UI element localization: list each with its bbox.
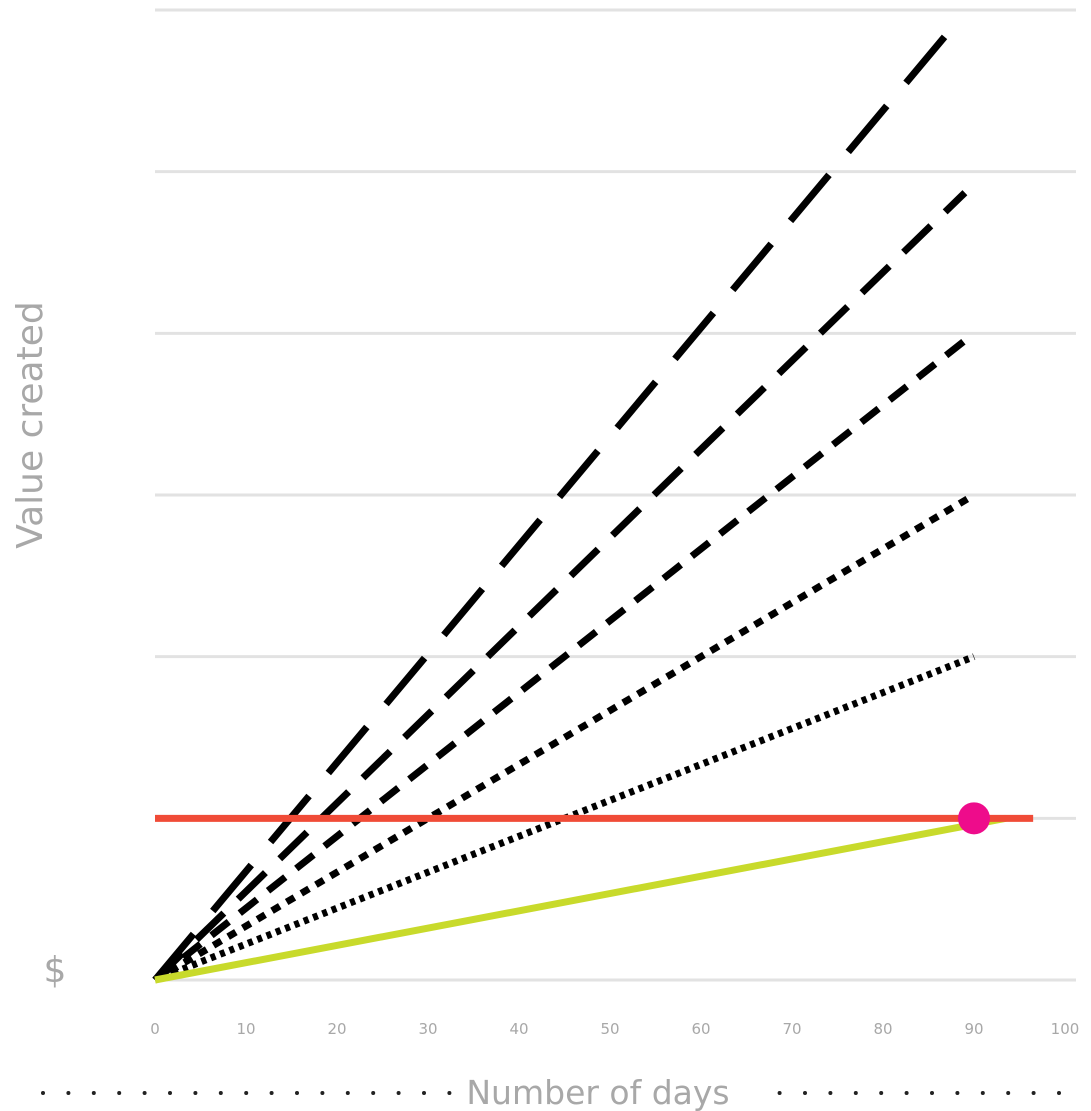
decorative-dot (803, 1091, 807, 1095)
decorative-dot (777, 1091, 782, 1095)
decorative-dot (1057, 1091, 1061, 1095)
decorative-dot (193, 1091, 198, 1095)
x-tick-label: 100 (1051, 1020, 1080, 1038)
y-origin-label: $ (44, 950, 67, 991)
x-tick-label: 50 (600, 1020, 619, 1038)
decorative-dot (142, 1091, 147, 1095)
series-line-solid (154, 814, 1007, 984)
decorative-dot (980, 1091, 985, 1095)
decorative-dot (66, 1091, 71, 1095)
decorative-dot (396, 1091, 401, 1095)
x-tick-label: 10 (236, 1020, 255, 1038)
decorative-dot (447, 1091, 452, 1095)
x-tick-label: 0 (150, 1020, 160, 1038)
series-line-long-dash (152, 32, 950, 983)
decorative-dot (320, 1091, 325, 1095)
x-tick-label: 60 (691, 1020, 710, 1038)
decorative-dot (218, 1091, 223, 1095)
x-tick-label: 80 (873, 1020, 892, 1038)
decorative-dot-row (41, 1091, 1061, 1095)
decorative-dot (168, 1091, 172, 1095)
highlight-points (958, 802, 990, 835)
y-axis-label: Value created (10, 301, 51, 548)
decorative-dot (828, 1091, 833, 1095)
x-tick-label: 40 (509, 1020, 528, 1038)
series-line-short-dash (152, 330, 977, 983)
x-tick-label: 90 (964, 1020, 983, 1038)
decorative-dot (1006, 1091, 1011, 1095)
series-line-dash (152, 190, 968, 983)
highlight-point (958, 802, 990, 835)
x-axis-label: Number of days (466, 1073, 729, 1111)
decorative-dot (371, 1091, 376, 1095)
series-line-dotted (153, 491, 976, 984)
x-tick-label: 20 (327, 1020, 346, 1038)
decorative-dot (879, 1091, 884, 1095)
decorative-dot (955, 1091, 960, 1095)
decorative-dot (1031, 1091, 1036, 1095)
decorative-dot (41, 1091, 45, 1095)
decorative-dot (904, 1091, 909, 1095)
decorative-dot (91, 1091, 96, 1095)
series-lines (152, 32, 1034, 984)
decorative-dot (244, 1091, 249, 1095)
decorative-dot (345, 1091, 350, 1095)
x-tick-label: 70 (782, 1020, 801, 1038)
decorative-dot (853, 1091, 858, 1095)
decorative-dot (295, 1091, 299, 1095)
decorative-dot (117, 1091, 122, 1095)
decorative-dot (269, 1091, 274, 1095)
x-tick-labels: 0 10 20 30 40 50 60 70 80 90 100 (150, 1020, 1079, 1038)
x-tick-label: 30 (418, 1020, 437, 1038)
decorative-dot (422, 1091, 426, 1095)
decorative-dot (930, 1091, 934, 1095)
